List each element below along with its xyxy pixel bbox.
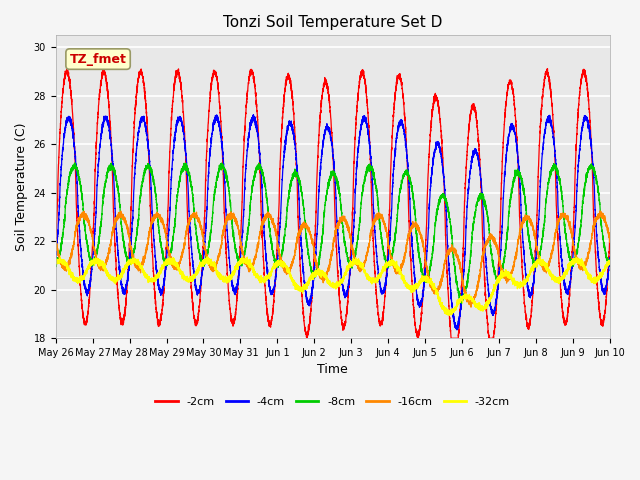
Legend: -2cm, -4cm, -8cm, -16cm, -32cm: -2cm, -4cm, -8cm, -16cm, -32cm: [151, 392, 515, 411]
Title: Tonzi Soil Temperature Set D: Tonzi Soil Temperature Set D: [223, 15, 442, 30]
Text: TZ_fmet: TZ_fmet: [70, 53, 127, 66]
Y-axis label: Soil Temperature (C): Soil Temperature (C): [15, 122, 28, 251]
X-axis label: Time: Time: [317, 363, 348, 376]
